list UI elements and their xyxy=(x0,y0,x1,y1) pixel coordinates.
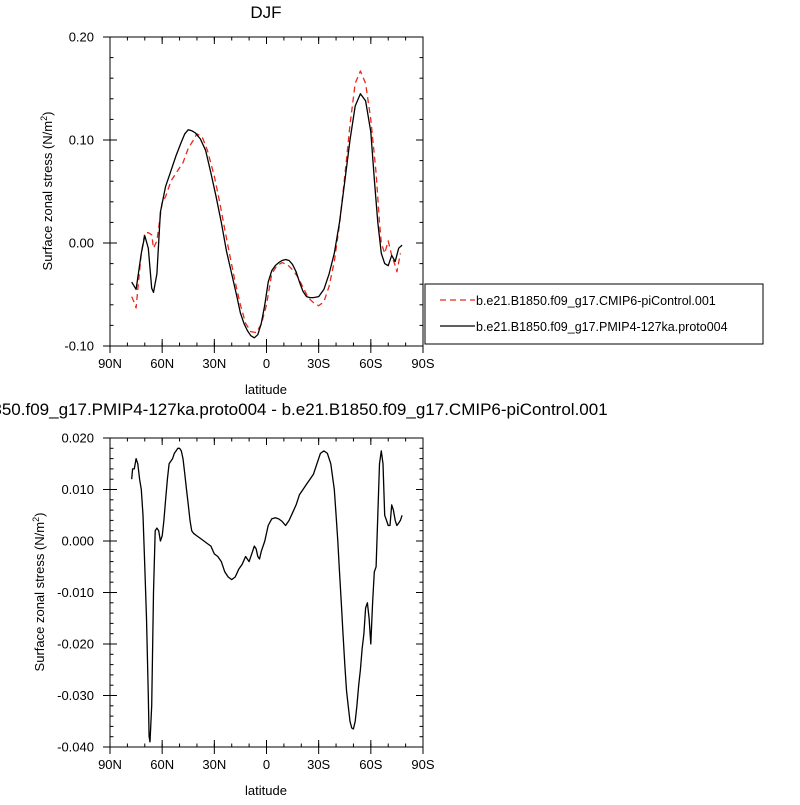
top-y-tick-label: 0.10 xyxy=(69,133,94,148)
bottom-y-tick-label: 0.020 xyxy=(61,431,94,446)
bottom-chart-ticks: 90N 60N 30N 0 30S 60S 90S -0.040 -0.030 -0.020 -0.… xyxy=(57,431,435,773)
top-x-tick-label: 90S xyxy=(411,356,434,371)
bottom-chart-y-axis-label: Surface zonal stress (N/m2) xyxy=(31,513,47,672)
top-x-tick-label: 30S xyxy=(307,356,330,371)
top-chart-plot-area xyxy=(131,70,403,339)
legend-box xyxy=(424,283,764,345)
top-y-tick-label: 0.20 xyxy=(69,30,94,45)
bottom-chart-plot-area xyxy=(131,447,403,743)
bottom-chart: b.e21.B1850.f09_g17.PMIP4-127ka.proto004… xyxy=(0,400,608,798)
legend-label-picontrol: b.e21.B1850.f09_g17.CMIP6-piControl.001 xyxy=(476,294,716,308)
bottom-y-tick-label: -0.020 xyxy=(57,637,94,652)
bottom-x-tick-label: 60N xyxy=(150,757,174,772)
top-chart-y-axis-label: Surface zonal stress (N/m2) xyxy=(39,112,55,271)
bottom-x-tick-label: 0 xyxy=(263,757,270,772)
bottom-series-line-0 xyxy=(131,447,403,743)
top-x-tick-label: 60S xyxy=(359,356,382,371)
bottom-x-tick-label: 90S xyxy=(411,757,434,772)
top-chart: DJF 90N 60N 30N 0 30S 60S 90S -0.10 0.00 0.10 0.20… xyxy=(39,3,764,397)
bottom-y-tick-label: -0.010 xyxy=(57,585,94,600)
bottom-x-tick-label: 60S xyxy=(359,757,382,772)
top-x-tick-label: 60N xyxy=(150,356,174,371)
top-x-tick-label: 30N xyxy=(202,356,226,371)
bottom-chart-title: b.e21.B1850.f09_g17.PMIP4-127ka.proto004… xyxy=(0,400,608,419)
bottom-x-tick-label: 30S xyxy=(307,757,330,772)
top-chart-ticks: 90N 60N 30N 0 30S 60S 90S -0.10 0.00 0.10 0.20 xyxy=(64,30,435,372)
top-chart-legend: b.e21.B1850.f09_g17.CMIP6-piControl.001 … xyxy=(424,283,764,345)
bottom-y-tick-label: 0.000 xyxy=(61,534,94,549)
top-x-tick-label: 0 xyxy=(263,356,270,371)
bottom-y-tick-label: -0.040 xyxy=(57,740,94,755)
top-x-tick-label: 90N xyxy=(98,356,122,371)
bottom-x-tick-label: 90N xyxy=(98,757,122,772)
bottom-chart-frame xyxy=(109,437,424,748)
bottom-x-tick-label: 30N xyxy=(202,757,226,772)
top-chart-title: DJF xyxy=(250,3,281,22)
bottom-y-tick-label: 0.010 xyxy=(61,482,94,497)
legend-label-127ka: b.e21.B1850.f09_g17.PMIP4-127ka.proto004 xyxy=(476,320,728,334)
top-series-line-1 xyxy=(131,93,403,339)
top-chart-x-axis-label: latitude xyxy=(245,382,287,397)
top-chart-frame xyxy=(109,36,424,347)
bottom-y-tick-label: -0.030 xyxy=(57,688,94,703)
bottom-chart-x-axis-label: latitude xyxy=(245,783,287,798)
top-y-tick-label: -0.10 xyxy=(64,339,94,354)
top-y-tick-label: 0.00 xyxy=(69,236,94,251)
